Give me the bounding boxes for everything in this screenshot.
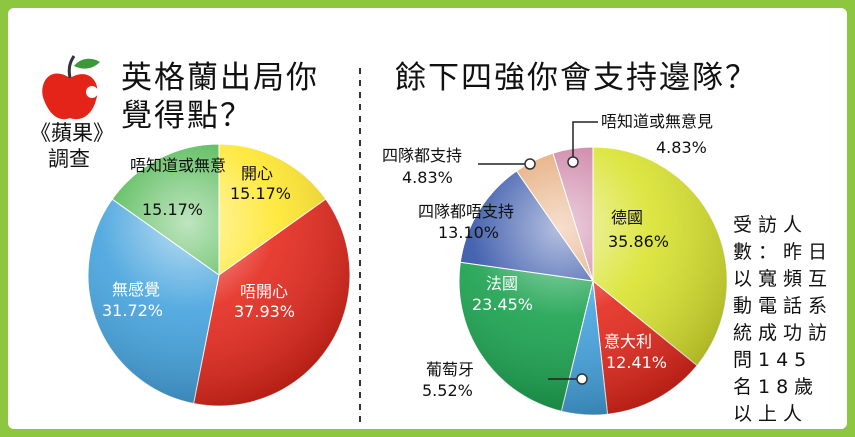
slice-value-dont-know-2: 4.83% xyxy=(656,138,707,157)
pie-shading xyxy=(459,147,727,415)
slice-label-france: 法國 xyxy=(486,274,519,293)
slice-label-italy: 意大利 xyxy=(604,332,653,351)
slice-value-dont-know: 15.17% xyxy=(142,200,204,219)
survey-note: 受訪人數：昨日以寬頻互動電話系統成功訪問145名18歲以上人士。 xyxy=(733,214,834,425)
slice-value-france: 23.45% xyxy=(472,295,534,314)
slice-value-happy: 15.17% xyxy=(230,184,292,203)
slice-value-germany: 35.86% xyxy=(608,232,670,251)
leader-lines xyxy=(478,121,598,385)
slice-value-support-none: 13.10% xyxy=(438,223,500,242)
slice-label-germany: 德國 xyxy=(611,208,644,227)
content-panel: 《蘋果》 調查 英格蘭出局你 覺得點？ 餘下四強你會支持邊隊？ 開心 15.17… xyxy=(8,8,847,429)
brand-survey: 調查 xyxy=(48,147,90,171)
slice-label-happy: 開心 xyxy=(241,164,274,183)
charts-canvas xyxy=(42,55,728,428)
chart1-title-line2: 覺得點？ xyxy=(121,98,253,134)
slice-label-support-none: 四隊都唔支持 xyxy=(418,202,515,221)
slice-label-dont-know: 唔知道或無意 xyxy=(129,156,226,175)
slice-value-portugal: 5.52% xyxy=(422,381,473,400)
slice-label-support-all: 四隊都支持 xyxy=(382,146,463,165)
slice-label-no-feeling: 無感覺 xyxy=(112,280,161,299)
slice-label-dont-know-2: 唔知道或無意見 xyxy=(601,112,714,131)
slice-value-italy: 12.41% xyxy=(606,353,668,372)
slice-label-unhappy: 唔開心 xyxy=(240,282,289,301)
slice-value-support-all: 4.83% xyxy=(402,168,453,187)
apple-logo-icon xyxy=(42,55,100,120)
slice-value-unhappy: 37.93% xyxy=(234,302,296,321)
chart1-title-line1: 英格蘭出局你 xyxy=(121,60,319,96)
slice-value-no-feeling: 31.72% xyxy=(102,301,164,320)
pie-shading xyxy=(88,144,350,406)
brand-name: 《蘋果》 xyxy=(30,121,114,145)
pie-chart-semifinal xyxy=(458,146,728,416)
pie-chart-england xyxy=(87,143,351,407)
chart2-title: 餘下四強你會支持邊隊？ xyxy=(395,60,758,96)
slice-label-portugal: 葡萄牙 xyxy=(426,360,475,379)
